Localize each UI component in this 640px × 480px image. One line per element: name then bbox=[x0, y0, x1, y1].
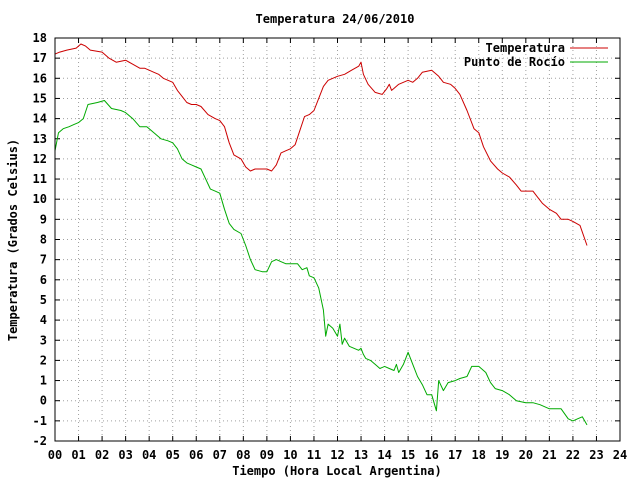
legend-entry-temperatura: Temperatura bbox=[486, 41, 608, 55]
x-tick-label: 20 bbox=[519, 448, 533, 462]
temperatura-line bbox=[54, 43, 588, 246]
x-tick-label: 21 bbox=[542, 448, 556, 462]
legend-label-temperatura: Temperatura bbox=[486, 41, 565, 55]
y-tick-label: 4 bbox=[40, 313, 47, 327]
x-tick-label: 10 bbox=[283, 448, 297, 462]
grid bbox=[55, 38, 620, 441]
y-tick-label: -2 bbox=[33, 434, 47, 448]
y-tick-label: 17 bbox=[33, 51, 47, 65]
x-tick-label: 02 bbox=[95, 448, 109, 462]
y-tick-label: 12 bbox=[33, 152, 47, 166]
x-tick-label: 07 bbox=[213, 448, 227, 462]
y-tick-label: 11 bbox=[33, 172, 47, 186]
x-tick-label: 00 bbox=[48, 448, 62, 462]
x-tick-label: 22 bbox=[566, 448, 580, 462]
y-tick-label: 1 bbox=[40, 374, 47, 388]
y-tick-label: -1 bbox=[33, 414, 47, 428]
x-tick-label: 05 bbox=[165, 448, 179, 462]
y-tick-label: 8 bbox=[40, 233, 47, 247]
y-tick-label: 0 bbox=[40, 394, 47, 408]
x-tick-label: 04 bbox=[142, 448, 156, 462]
y-tick-label: 2 bbox=[40, 353, 47, 367]
y-tick-label: 5 bbox=[40, 293, 47, 307]
y-tick-label: 15 bbox=[33, 91, 47, 105]
x-tick-label: 13 bbox=[354, 448, 368, 462]
x-axis-label: Tiempo (Hora Local Argentina) bbox=[232, 464, 442, 478]
x-tick-label: 08 bbox=[236, 448, 250, 462]
punto-de-rocio-line bbox=[54, 100, 588, 426]
x-tick-label: 19 bbox=[495, 448, 509, 462]
x-tick-label: 01 bbox=[71, 448, 85, 462]
y-tick-label: 18 bbox=[33, 31, 47, 45]
series-lines bbox=[54, 43, 588, 426]
x-tick-label: 12 bbox=[330, 448, 344, 462]
legend: Temperatura Punto de Rocío bbox=[464, 41, 608, 69]
x-tick-label: 18 bbox=[472, 448, 486, 462]
legend-label-punto-de-rocio: Punto de Rocío bbox=[464, 55, 565, 69]
x-tick-label: 23 bbox=[589, 448, 603, 462]
x-tick-label: 16 bbox=[424, 448, 438, 462]
y-tick-label: 3 bbox=[40, 333, 47, 347]
x-tick-label: 17 bbox=[448, 448, 462, 462]
x-tick-label: 06 bbox=[189, 448, 203, 462]
y-tick-label: 10 bbox=[33, 192, 47, 206]
y-tick-label: 9 bbox=[40, 212, 47, 226]
y-tick-label: 16 bbox=[33, 71, 47, 85]
x-tick-label: 03 bbox=[118, 448, 132, 462]
y-tick-label: 14 bbox=[33, 112, 47, 126]
chart-title: Temperatura 24/06/2010 bbox=[256, 12, 415, 26]
plot-frame bbox=[54, 37, 621, 442]
x-tick-label: 14 bbox=[377, 448, 391, 462]
y-tick-label: 6 bbox=[40, 273, 47, 287]
x-tick-label: 15 bbox=[401, 448, 415, 462]
y-axis-label: Temperatura (Grados Celsius) bbox=[6, 139, 20, 341]
y-tick-label: 13 bbox=[33, 132, 47, 146]
x-tick-label: 09 bbox=[260, 448, 274, 462]
x-tick-label: 24 bbox=[613, 448, 627, 462]
legend-entry-punto-de-rocio: Punto de Rocío bbox=[464, 55, 608, 69]
axis-ticks: 00 01 02 03 04 05 06 07 08 09 10 11 12 13 14 15 16 17 18 19… bbox=[33, 31, 628, 462]
y-tick-label: 7 bbox=[40, 253, 47, 267]
x-tick-label: 11 bbox=[307, 448, 321, 462]
